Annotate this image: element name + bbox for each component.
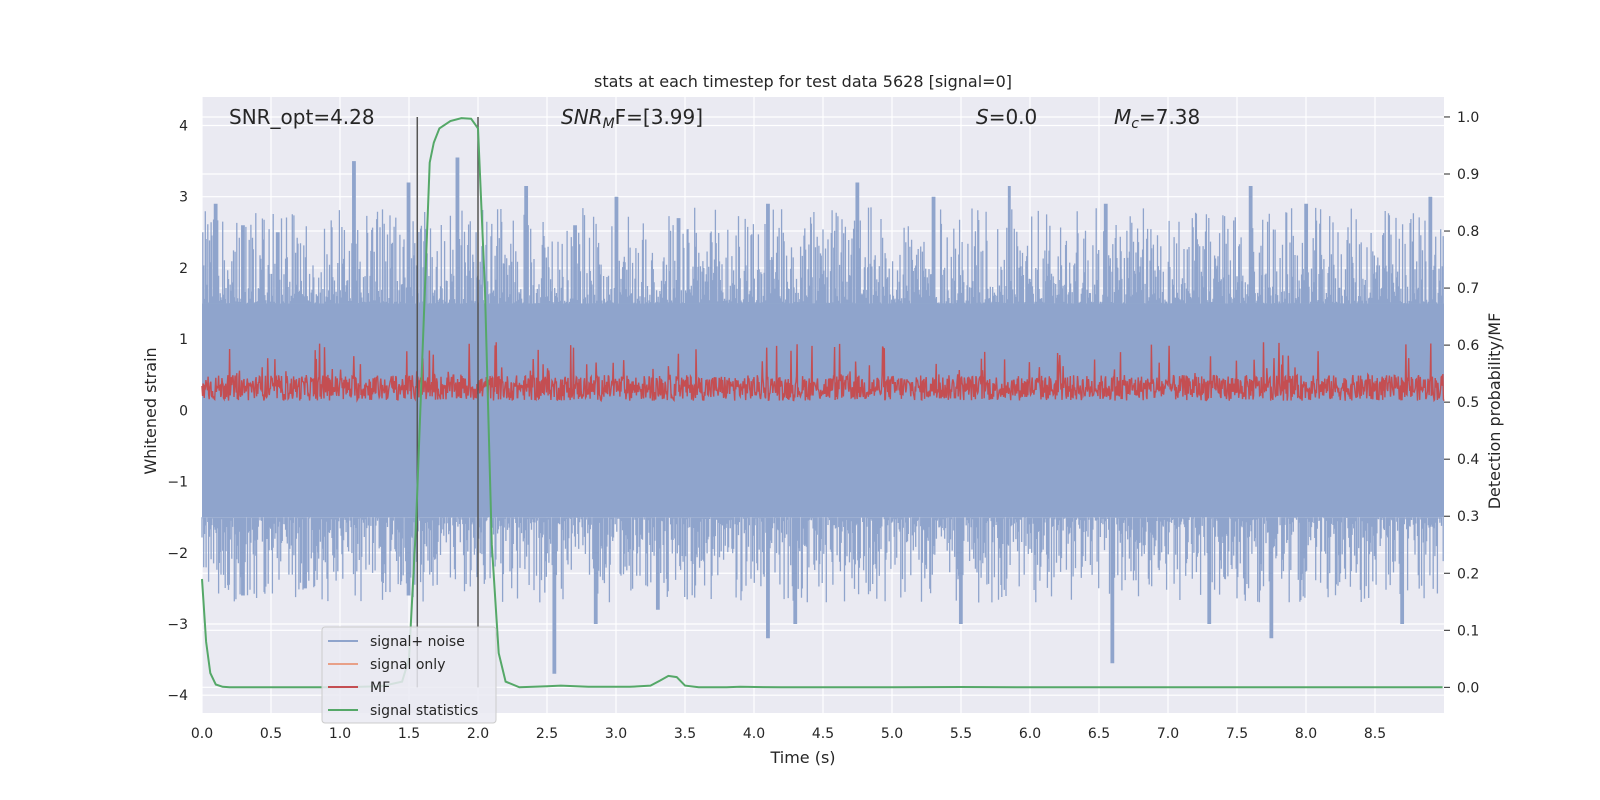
y2-tick-label: 0.0: [1457, 680, 1479, 696]
signal-statistics-series: [201, 117, 1443, 689]
legend-label-mf: MF: [370, 680, 390, 696]
x-tick-label: 5.5: [950, 726, 972, 742]
x-tick-label: 6.0: [1019, 726, 1041, 742]
x-tick-label: 8.0: [1295, 726, 1317, 742]
y2-tick-label: 0.1: [1457, 623, 1479, 639]
noise-band: [202, 303, 1444, 518]
y2-tick-label: 0.9: [1457, 167, 1479, 183]
mc-subscript: c: [1131, 116, 1139, 132]
x-axis-label: Time (s): [769, 748, 835, 767]
s-value: =0.0: [989, 105, 1038, 129]
window-marker-lines: [416, 116, 479, 688]
chart-title: stats at each timestep for test data 562…: [594, 72, 1012, 91]
s-annotation: S=0.0: [976, 105, 1037, 129]
mc-value: =7.38: [1139, 105, 1200, 129]
y2-tick-label: 0.8: [1457, 224, 1479, 240]
y-axis-label: Whitened strain: [141, 347, 160, 474]
x-tick-label: 3.0: [605, 726, 627, 742]
y2-tick-label: 0.5: [1457, 395, 1479, 411]
x-tick-label: 1.0: [329, 726, 351, 742]
legend-label-signal-only: signal only: [370, 657, 445, 673]
x-tick-label: 7.5: [1226, 726, 1248, 742]
y-tick-label: 2: [179, 261, 188, 277]
y2-tick-label: 0.2: [1457, 566, 1479, 582]
mc-annotation: Mc=7.38: [1114, 105, 1200, 132]
x-tick-label: 4.0: [743, 726, 765, 742]
y2-axis-ticks: 1.0 0.9 0.8 0.7 0.6 0.5 0.4 0.3 0.2 0.1 0.0: [1444, 110, 1479, 696]
x-tick-label: 0.0: [191, 726, 213, 742]
snr-mf-annotation: SNRMF=[3.99]: [561, 105, 703, 132]
x-tick-label: 0.5: [260, 726, 282, 742]
x-axis-ticks: 0.0 0.5 1.0 1.5 2.0 2.5 3.0 3.5 4.0 4.5 5.0 5.5 6.0 6…: [191, 726, 1386, 742]
x-tick-label: 2.5: [536, 726, 558, 742]
signal-statistics-line: [201, 117, 1443, 689]
signal-noise-series: [201, 157, 1444, 674]
x-tick-label: 3.5: [674, 726, 696, 742]
x-tick-label: 1.5: [398, 726, 420, 742]
legend-label-signal-noise: signal+ noise: [370, 634, 465, 650]
y2-axis-label: Detection probability/MF: [1485, 313, 1504, 510]
y-tick-label: −2: [167, 546, 188, 562]
s-label: S: [976, 105, 989, 129]
snr-mf-value: F=[3.99]: [615, 105, 703, 129]
y-tick-label: −4: [167, 688, 188, 704]
y2-tick-label: 1.0: [1457, 110, 1479, 126]
y-tick-label: −3: [167, 617, 188, 633]
y-tick-label: 4: [179, 118, 188, 134]
x-tick-label: 7.0: [1157, 726, 1179, 742]
y-tick-label: 0: [179, 403, 188, 419]
legend-box: [321, 626, 497, 724]
snr-mf-label: SNR: [561, 105, 603, 129]
mc-label: M: [1114, 105, 1131, 129]
y-tick-label: 1: [179, 332, 188, 348]
x-tick-label: 6.5: [1088, 726, 1110, 742]
y2-tick-label: 0.7: [1457, 281, 1479, 297]
snr-opt-annotation: SNR_opt=4.28: [229, 105, 375, 129]
x-tick-label: 5.0: [881, 726, 903, 742]
y-axis-ticks: 4 3 2 1 0 −1 −2 −3 −4: [167, 118, 188, 704]
y2-tick-label: 0.6: [1457, 338, 1479, 354]
legend-label-signal-statistics: signal statistics: [370, 703, 478, 719]
x-tick-label: 2.0: [467, 726, 489, 742]
mf-series: [201, 342, 1445, 403]
y-tick-label: 3: [179, 190, 188, 206]
x-tick-label: 4.5: [812, 726, 834, 742]
snr-mf-subscript: M: [603, 116, 615, 132]
x-tick-label: 8.5: [1364, 726, 1386, 742]
mf-line: [201, 342, 1445, 403]
y-tick-label: −1: [167, 475, 188, 491]
y2-tick-label: 0.4: [1457, 452, 1479, 468]
legend: signal+ noise signal only MF signal stat…: [321, 626, 497, 724]
y2-tick-label: 0.3: [1457, 509, 1479, 525]
